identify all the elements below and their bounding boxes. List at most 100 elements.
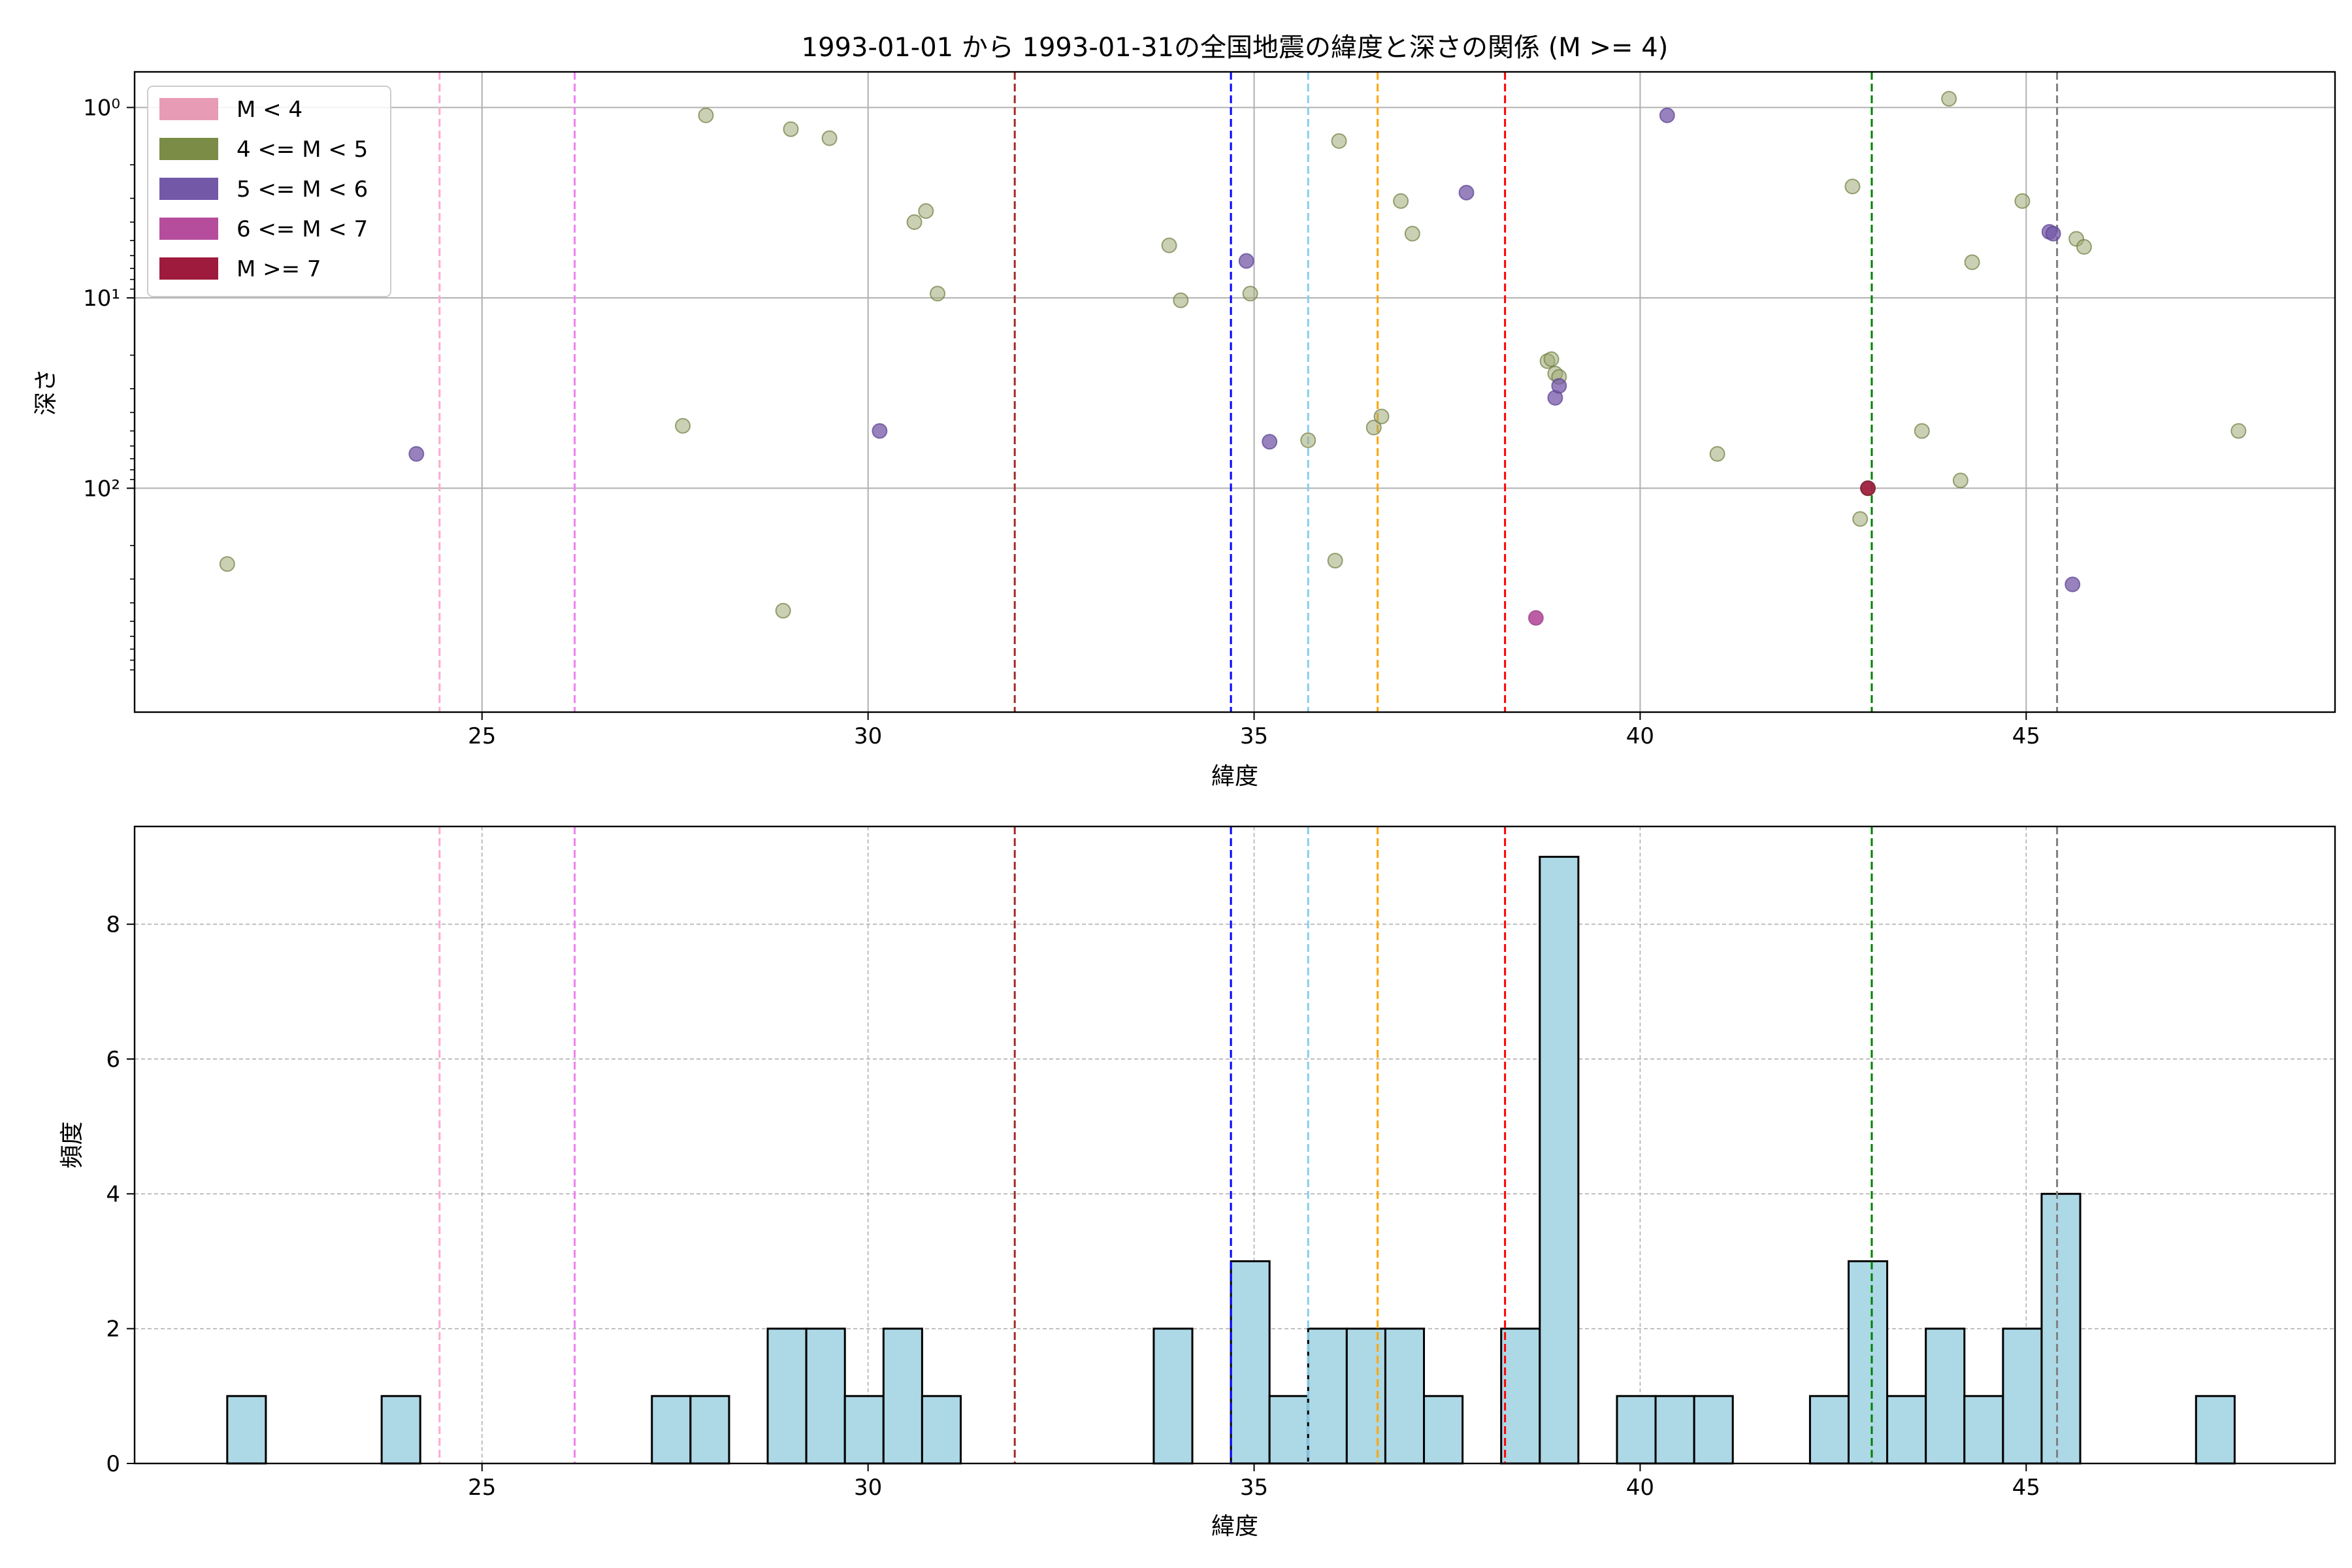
data-point <box>775 602 791 619</box>
x-tick-label: 45 <box>2012 723 2040 749</box>
histogram-bar <box>1963 1395 2004 1465</box>
figure-title: 1993-01-01 から 1993-01-31の全国地震の緯度と深さの関係 (… <box>802 33 1669 63</box>
data-point <box>1393 193 1409 209</box>
histogram-bar <box>1384 1328 1426 1465</box>
data-point <box>2076 238 2092 255</box>
y-tick-label: 8 <box>106 912 120 938</box>
legend-swatch <box>159 218 218 240</box>
legend-label: M < 4 <box>237 97 302 123</box>
y-tick-label: 6 <box>106 1047 120 1073</box>
data-point <box>930 286 946 302</box>
data-point <box>1941 91 1957 107</box>
histogram-bar <box>1693 1395 1734 1465</box>
histogram-bar <box>226 1395 267 1465</box>
legend-swatch <box>159 257 218 280</box>
data-point <box>1458 184 1475 201</box>
histogram-bar <box>1500 1328 1541 1465</box>
data-point <box>1373 408 1390 425</box>
histogram-bar <box>1616 1395 1657 1465</box>
data-point <box>1964 254 1980 270</box>
data-point <box>1551 378 1567 394</box>
x-tick-label: 25 <box>468 723 496 749</box>
x-tick-label: 35 <box>1240 1475 1268 1501</box>
x-tick-label: 30 <box>854 723 882 749</box>
histogram-bar <box>1539 855 1580 1465</box>
data-point <box>1300 432 1316 448</box>
x-tick-label: 40 <box>1626 723 1654 749</box>
y-tick-label: 4 <box>106 1181 120 1207</box>
data-point <box>1262 434 1278 450</box>
data-point <box>1914 423 1930 439</box>
data-point <box>1709 446 1725 462</box>
legend-label: 5 <= M < 6 <box>237 176 368 203</box>
plot-frame-2 <box>133 825 2336 1465</box>
y-axis-label: 深さ <box>33 368 59 416</box>
histogram-bar <box>651 1395 692 1465</box>
data-point <box>872 423 888 439</box>
legend-swatch <box>159 178 218 200</box>
data-point <box>1860 480 1876 497</box>
data-point <box>2045 225 2061 242</box>
data-point <box>906 214 923 230</box>
x-tick-label: 45 <box>2012 1475 2040 1501</box>
legend-label: M >= 7 <box>237 256 321 282</box>
data-point <box>1659 107 1675 123</box>
legend: M < 4 4 <= M < 5 5 <= M < 6 6 <= M < 7 M >= … <box>147 86 391 297</box>
histogram-bar <box>1423 1395 1464 1465</box>
legend-label: 4 <= M < 5 <box>237 137 368 163</box>
y-tick-label: 10¹ <box>83 286 120 312</box>
legend-label: 6 <= M < 7 <box>237 216 368 242</box>
data-point <box>408 446 425 462</box>
y-tick-label: 2 <box>106 1316 120 1343</box>
legend-swatch <box>159 138 218 160</box>
histogram-bar <box>1925 1328 1966 1465</box>
histogram-bar <box>689 1395 730 1465</box>
histogram-bar <box>1654 1395 1695 1465</box>
data-point <box>783 121 799 137</box>
data-point <box>1161 237 1177 253</box>
plot-frame-1 <box>133 71 2336 713</box>
data-point <box>1543 351 1560 367</box>
histogram-bar <box>1886 1395 1927 1465</box>
data-point <box>2065 576 2081 593</box>
histogram-bar <box>1808 1395 1850 1465</box>
histogram-bar <box>1847 1260 1889 1465</box>
x-tick-label: 35 <box>1240 723 1268 749</box>
y-axis-label: 頻度 <box>59 1121 86 1168</box>
histogram-bar <box>882 1328 923 1465</box>
x-tick-label: 40 <box>1626 1475 1654 1501</box>
data-point <box>219 556 235 572</box>
data-point <box>1365 419 1382 436</box>
histogram-bar <box>843 1395 885 1465</box>
data-point <box>918 203 934 220</box>
x-tick-label: 30 <box>854 1475 882 1501</box>
histogram-bar <box>1268 1395 1309 1465</box>
x-axis-label: 緯度 <box>1211 763 1258 790</box>
histogram-bar <box>1230 1260 1271 1465</box>
histogram-bar <box>805 1328 846 1465</box>
histogram-bar <box>2195 1395 2236 1465</box>
data-point <box>1852 511 1869 527</box>
data-point <box>1404 225 1420 242</box>
histogram-bar <box>1152 1328 1194 1465</box>
legend-swatch <box>159 98 218 120</box>
y-tick-label: 0 <box>106 1451 120 1477</box>
histogram-bar <box>921 1395 962 1465</box>
data-point <box>1527 610 1544 626</box>
data-point <box>1242 286 1258 302</box>
data-point <box>675 417 691 434</box>
histogram-bar <box>2002 1328 2043 1465</box>
x-axis-label: 緯度 <box>1211 1513 1258 1540</box>
data-point <box>1331 133 1347 149</box>
data-point <box>698 107 714 123</box>
histogram-bar <box>766 1328 808 1465</box>
histogram-bar <box>2040 1192 2082 1465</box>
data-point <box>2230 423 2247 439</box>
data-point <box>2014 193 2031 209</box>
data-point <box>1327 553 1343 569</box>
data-point <box>1844 178 1861 195</box>
histogram-panel: 25 30 35 40 45 0 2 4 6 8 緯度 頻度 <box>59 825 2336 1540</box>
plot-area-1 <box>135 72 2335 712</box>
x-tick-label: 25 <box>468 1475 496 1501</box>
